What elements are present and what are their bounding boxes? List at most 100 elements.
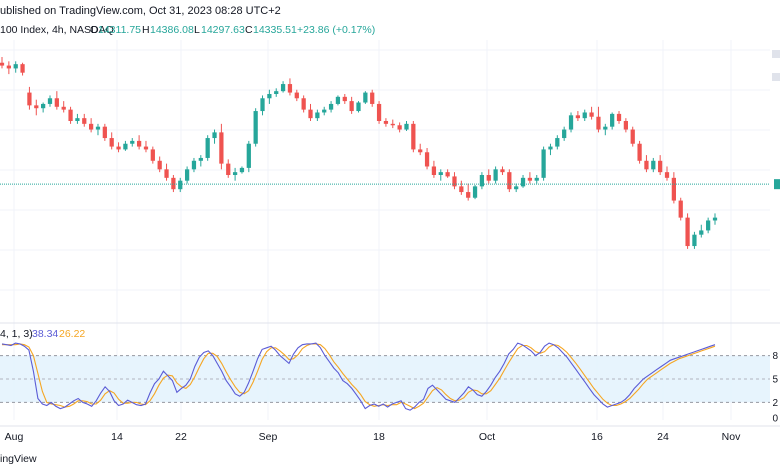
candle-body xyxy=(472,186,478,198)
candle xyxy=(315,109,320,121)
open-label: O xyxy=(90,24,98,36)
candle xyxy=(472,184,478,200)
k-value: 38.34 xyxy=(32,328,58,340)
candle-body xyxy=(143,146,149,150)
candle xyxy=(644,155,649,173)
candle-body xyxy=(34,105,39,109)
candle-body xyxy=(658,160,663,173)
candle xyxy=(651,157,656,173)
candle xyxy=(616,111,622,124)
candle-body xyxy=(356,102,361,112)
candle xyxy=(507,169,512,193)
candle-body xyxy=(610,113,615,127)
candle-body xyxy=(253,111,258,144)
time-tick-label: 18 xyxy=(373,431,385,443)
candle xyxy=(157,156,162,173)
candle-body xyxy=(466,192,471,198)
candle xyxy=(452,172,457,190)
candle xyxy=(376,101,382,124)
candle xyxy=(562,126,567,141)
price-axis xyxy=(770,40,780,310)
candle-body xyxy=(267,94,272,99)
indicator-legend: 4, 1, 3) 38.34 26.22 xyxy=(0,328,85,340)
candle xyxy=(692,231,697,249)
stoch-tick-label: 5 xyxy=(772,375,778,386)
footer-brand: ingView xyxy=(0,453,37,465)
candle xyxy=(116,142,121,153)
candle-body xyxy=(514,186,519,190)
candle xyxy=(178,177,183,193)
candle xyxy=(514,183,519,193)
candle-body xyxy=(500,169,505,173)
candle xyxy=(363,91,368,104)
candle-body xyxy=(575,115,581,119)
candle xyxy=(191,157,197,173)
published-caption: ublished on TradingView.com, Oct 31, 202… xyxy=(0,5,281,17)
candle-body xyxy=(411,123,416,150)
price-grid xyxy=(0,40,770,420)
candle xyxy=(20,62,25,76)
candle-body xyxy=(198,157,203,161)
candle xyxy=(418,143,423,156)
candle xyxy=(301,95,306,113)
candle xyxy=(520,175,526,188)
candle-body xyxy=(136,140,142,147)
candle-body xyxy=(671,177,676,201)
candle-body xyxy=(219,132,224,164)
candle xyxy=(184,166,190,184)
candle-body xyxy=(123,143,128,150)
candle-body xyxy=(157,160,162,170)
time-axis: Aug 14 22 Sep 18 Oct 16 24 Nov xyxy=(5,431,741,443)
candle xyxy=(253,108,258,147)
candle-body xyxy=(178,180,183,190)
candle-body xyxy=(692,234,697,247)
candle-body xyxy=(335,96,341,104)
candle xyxy=(637,140,642,164)
candle-body xyxy=(274,91,279,94)
candle-body xyxy=(212,132,217,139)
candle-body xyxy=(47,98,53,104)
candle xyxy=(328,101,334,113)
candle-body xyxy=(150,149,155,161)
high-value: 14386.08 xyxy=(150,24,194,36)
candle-body xyxy=(6,65,11,69)
candle-body xyxy=(205,138,210,158)
candle xyxy=(41,102,46,113)
scale-tag-1 xyxy=(772,50,780,58)
candle-body xyxy=(664,172,670,178)
candle-body xyxy=(630,129,635,144)
candle xyxy=(13,61,18,73)
candle-body xyxy=(623,121,629,130)
candle-body xyxy=(479,175,485,187)
candle xyxy=(260,95,265,116)
candle-body xyxy=(41,103,46,109)
candle xyxy=(623,118,629,133)
candle xyxy=(500,166,505,175)
candle xyxy=(555,135,560,150)
candle xyxy=(171,175,176,193)
candle xyxy=(466,183,471,201)
candle xyxy=(136,135,142,150)
candle xyxy=(123,140,128,151)
candle xyxy=(712,213,718,225)
candle xyxy=(294,89,299,102)
candle xyxy=(438,169,443,181)
candle xyxy=(82,113,87,127)
time-tick-label: 16 xyxy=(591,431,603,443)
candle-body xyxy=(287,84,293,93)
candle xyxy=(47,95,53,107)
change-value: +23.86 (+0.17%) xyxy=(297,24,375,36)
candle-body xyxy=(548,146,553,150)
candle xyxy=(383,118,389,127)
candle-body xyxy=(486,175,491,181)
candle xyxy=(424,148,430,170)
candle xyxy=(349,96,354,114)
time-tick-label: Sep xyxy=(259,431,278,443)
candle-body xyxy=(342,96,347,102)
candle-body xyxy=(88,123,94,130)
candle-body xyxy=(61,106,66,110)
candle-body xyxy=(678,200,683,218)
candle-body xyxy=(27,92,32,106)
candle-body xyxy=(397,125,402,130)
candle-body xyxy=(75,118,80,121)
